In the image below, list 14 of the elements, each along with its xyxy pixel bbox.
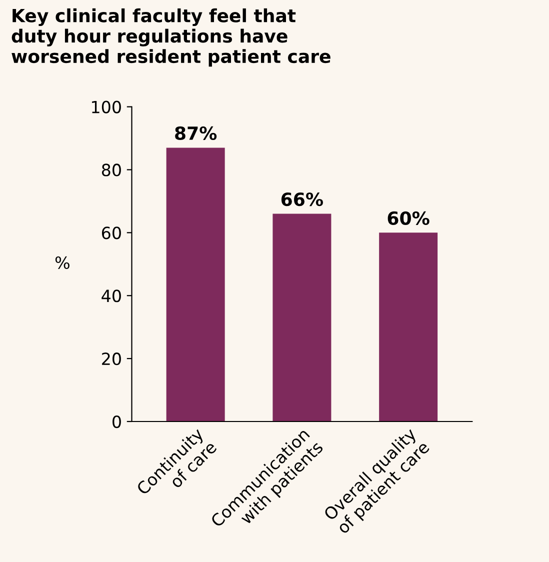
data-label: 60% [388, 211, 430, 226]
bar [166, 148, 225, 422]
bar [379, 232, 438, 422]
bar [272, 214, 332, 422]
y-tick-label: 0 [112, 415, 121, 428]
y-tick-label: 80 [102, 164, 121, 176]
data-label: 66% [281, 192, 323, 206]
chart-title: Key clinical faculty feel that duty hour regulations have worsened resident patient care [12, 8, 330, 67]
y-tick-label: 60 [102, 226, 121, 240]
y-tick-label: 40 [102, 290, 121, 302]
data-label: 87% [175, 126, 217, 140]
y-axis-title: % [55, 256, 70, 269]
y-tick-label: 100 [92, 100, 121, 114]
y-tick-label: 20 [102, 352, 121, 366]
